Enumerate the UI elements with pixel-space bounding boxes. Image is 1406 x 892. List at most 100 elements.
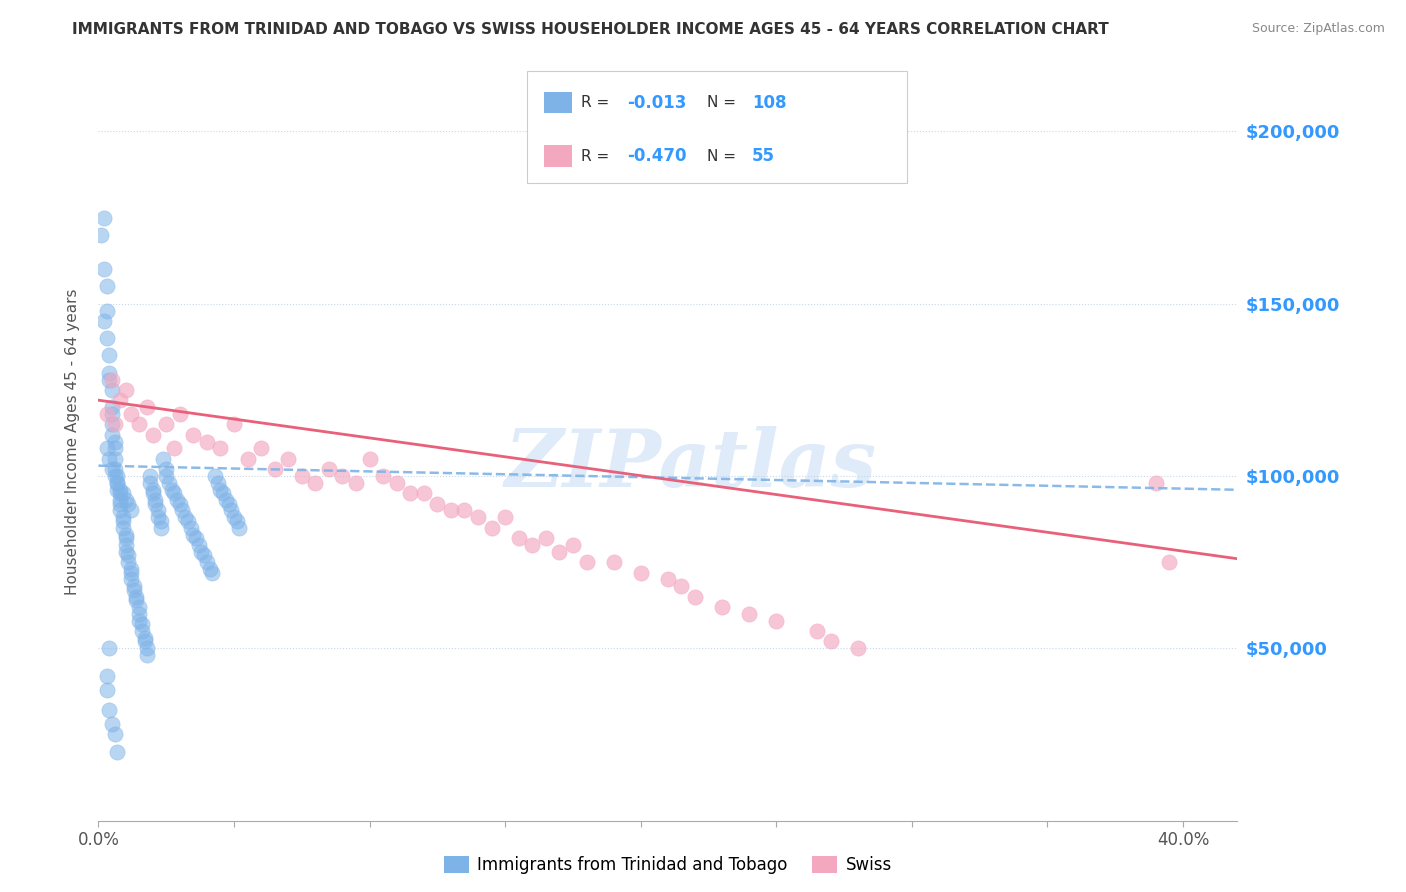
Point [183,527,205,541]
Point [101,417,124,432]
Point [534,531,557,545]
Point [117,548,139,563]
Point [671,579,693,593]
Point [128,607,150,621]
Text: R =: R = [581,95,614,110]
Point [218,497,240,511]
Point [318,462,340,476]
Point [263,462,285,476]
Point [222,417,245,432]
Point [163,486,186,500]
Text: -0.470: -0.470 [627,147,686,165]
Point [101,407,124,421]
Point [90,227,112,242]
Y-axis label: Householder Income Ages 45 - 64 years: Householder Income Ages 45 - 64 years [65,288,80,595]
Point [522,538,544,552]
Point [128,614,150,628]
Point [108,493,131,508]
Point [108,393,131,408]
Point [481,521,503,535]
Point [98,703,121,717]
Point [146,510,169,524]
Point [107,475,129,490]
Point [96,331,118,345]
Point [711,599,734,614]
Point [104,469,127,483]
Point [96,669,118,683]
Point [120,566,142,580]
Point [101,717,124,731]
Point [104,451,127,466]
Text: IMMIGRANTS FROM TRINIDAD AND TOBAGO VS SWISS HOUSEHOLDER INCOME AGES 45 - 64 YEA: IMMIGRANTS FROM TRINIDAD AND TOBAGO VS S… [72,22,1109,37]
Point [494,510,516,524]
Point [107,469,129,483]
Point [820,634,842,648]
Point [136,648,159,663]
Point [180,521,202,535]
Point [104,727,127,741]
Point [114,493,136,508]
Point [399,486,422,500]
Point [359,451,381,466]
Point [157,475,180,490]
Point [371,469,394,483]
Point [114,527,136,541]
Point [198,562,221,576]
Point [107,745,129,759]
Point [145,497,167,511]
Point [134,634,156,648]
Point [222,510,245,524]
Point [93,211,115,225]
Point [111,514,134,528]
Point [120,562,142,576]
Point [201,566,224,580]
Text: N =: N = [707,95,741,110]
Text: Source: ZipAtlas.com: Source: ZipAtlas.com [1251,22,1385,36]
Point [93,314,115,328]
Point [149,521,172,535]
Point [104,442,127,456]
Point [236,451,259,466]
Point [120,573,142,587]
Point [195,555,218,569]
Point [183,427,205,442]
Point [101,427,124,442]
Point [228,521,250,535]
Point [1159,555,1181,569]
Point [291,469,314,483]
Point [136,641,159,656]
Point [209,483,232,497]
Point [136,400,159,414]
Point [139,475,162,490]
Point [125,590,148,604]
Point [108,483,131,497]
Point [250,442,273,456]
Point [96,442,118,456]
Point [453,503,475,517]
Point [131,617,153,632]
Point [104,434,127,449]
Point [101,462,124,476]
Text: N =: N = [707,149,741,163]
Point [107,475,129,490]
Point [209,442,232,456]
Point [344,475,367,490]
Point [1144,475,1167,490]
Point [114,383,136,397]
Point [575,555,598,569]
Point [187,538,209,552]
Point [412,486,434,500]
Point [169,407,191,421]
Point [146,503,169,517]
Point [145,493,167,508]
Point [128,599,150,614]
Point [120,407,142,421]
Point [98,641,121,656]
Point [225,514,247,528]
Point [93,262,115,277]
Point [111,486,134,500]
Point [207,475,229,490]
Point [120,503,142,517]
Point [142,483,165,497]
Point [426,497,449,511]
